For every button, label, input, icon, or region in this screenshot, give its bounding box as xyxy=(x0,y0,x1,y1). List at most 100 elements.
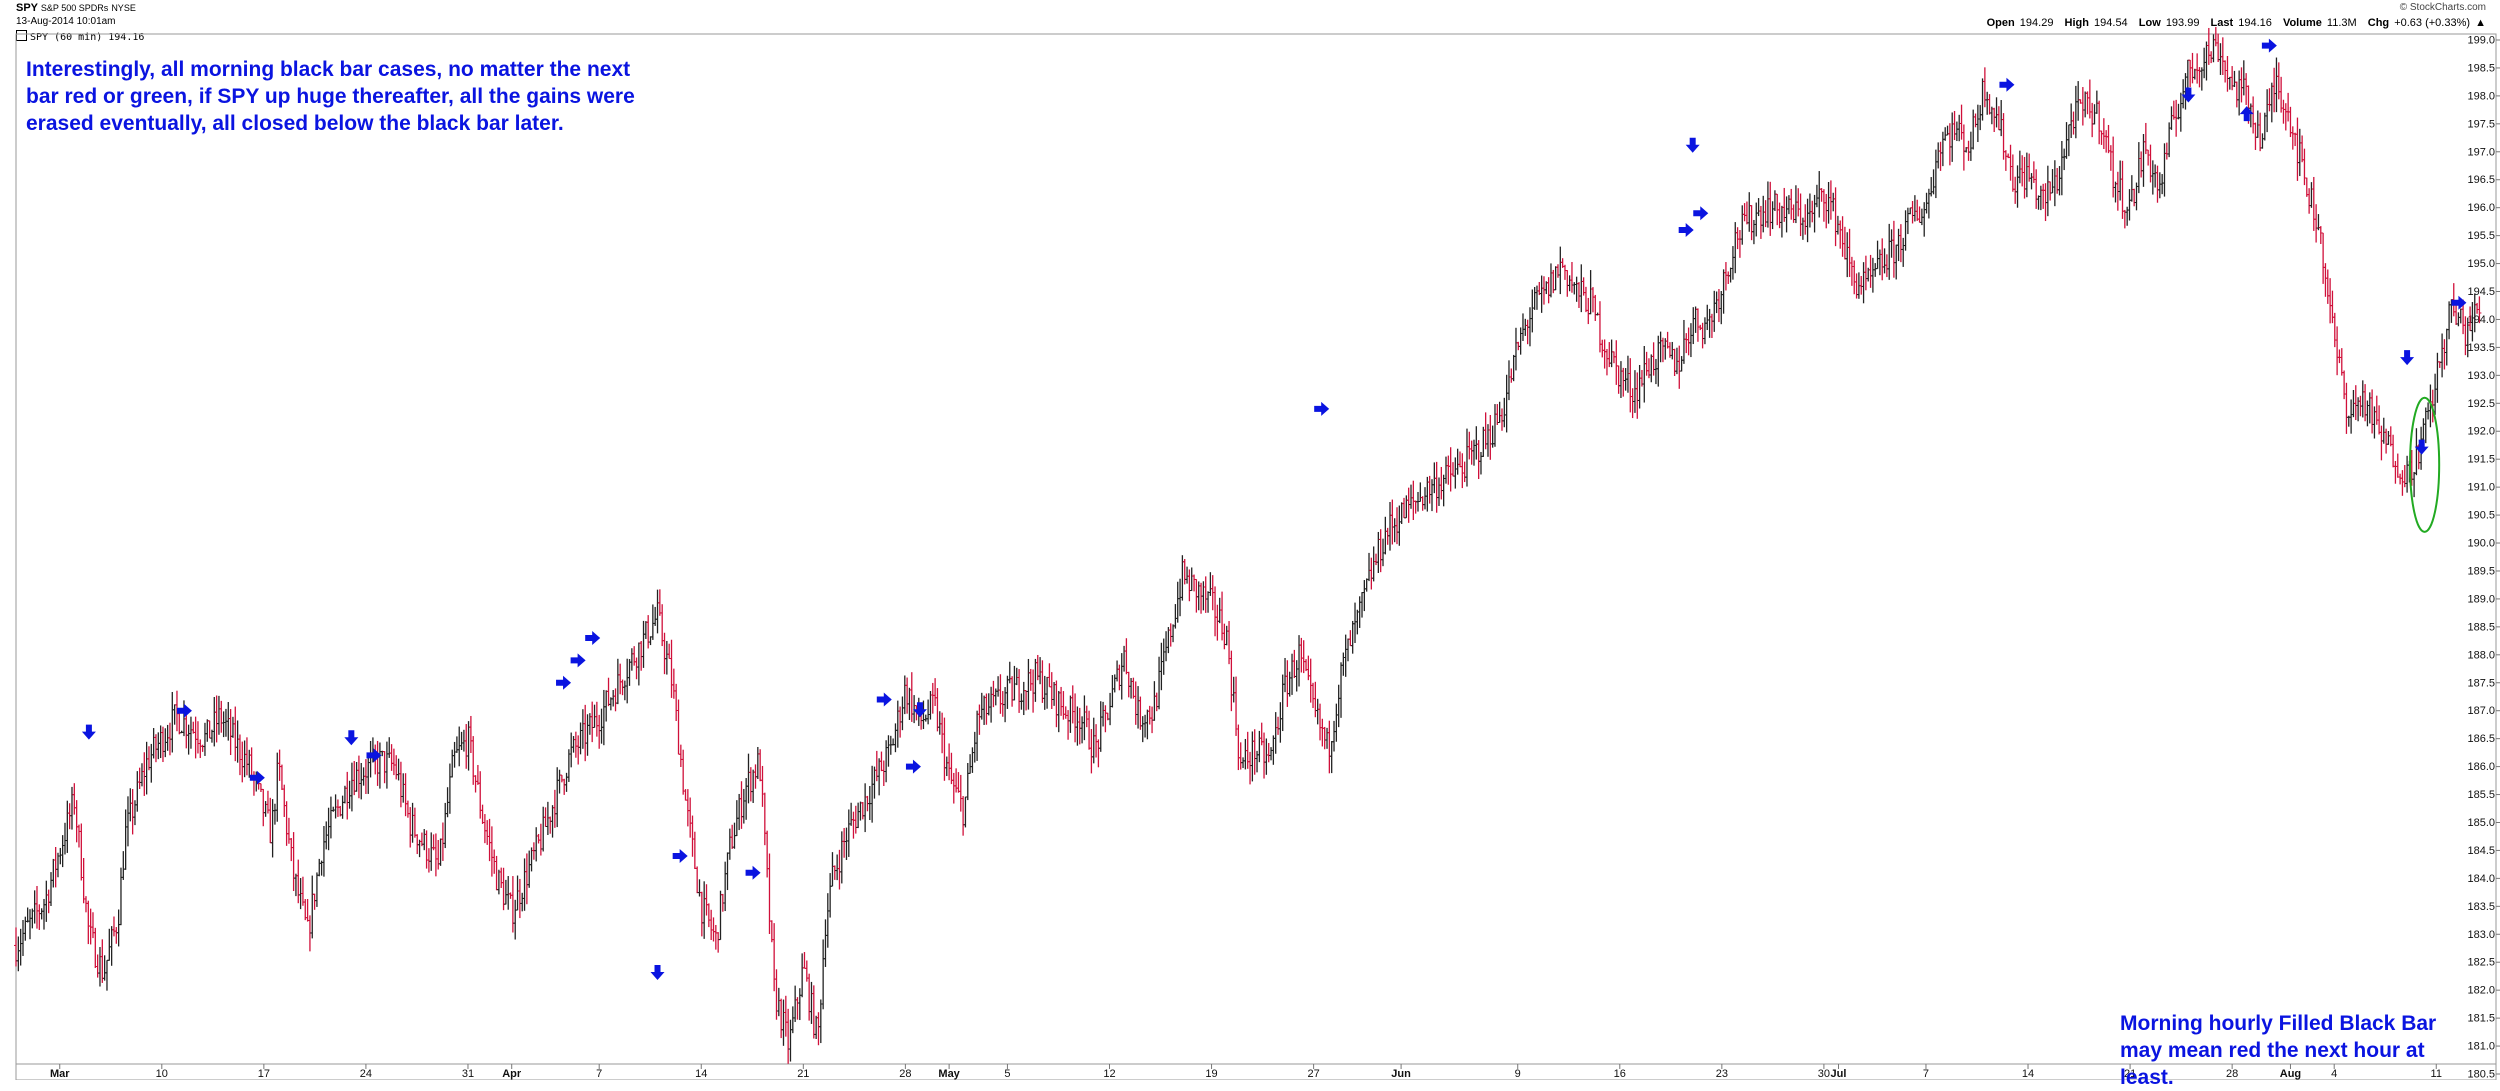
volume-value: 11.3M xyxy=(2326,17,2357,29)
right-arrow-icon xyxy=(570,653,586,668)
y-tick-label: 191.5 xyxy=(2467,454,2495,466)
down-arrow-icon xyxy=(1685,137,1700,153)
x-tick-label: 16 xyxy=(1614,1068,1626,1080)
right-arrow-icon xyxy=(672,849,688,864)
y-tick-label: 190.5 xyxy=(2467,510,2495,522)
y-tick-label: 189.0 xyxy=(2467,593,2495,605)
exchange: NYSE xyxy=(111,3,136,13)
chg-value: +0.63 (+0.33%) xyxy=(2394,17,2471,29)
chg-arrow-icon: ▲ xyxy=(2475,17,2486,29)
quote-bar: Open 194.29 High 194.54 Low 193.99 Last … xyxy=(1987,17,2486,29)
down-arrow-icon xyxy=(2400,350,2415,366)
right-arrow-icon xyxy=(905,759,921,774)
high-label: High xyxy=(2064,17,2089,29)
y-tick-label: 197.5 xyxy=(2467,118,2495,130)
annotation-note-bottom: Morning hourly Filled Black Bar may mean… xyxy=(2120,1012,2437,1089)
y-tick-label: 187.5 xyxy=(2467,677,2495,689)
down-arrow-icon xyxy=(2414,439,2429,455)
x-tick-label: 12 xyxy=(1103,1068,1115,1080)
y-tick-label: 185.5 xyxy=(2467,789,2495,801)
last-label: Last xyxy=(2210,17,2234,29)
y-tick-label: 187.0 xyxy=(2467,705,2495,717)
y-tick-label: 195.0 xyxy=(2467,258,2495,270)
right-arrow-icon xyxy=(249,770,265,785)
symbol-name: S&P 500 SPDRs xyxy=(40,3,109,13)
x-tick-label: Jun xyxy=(1391,1068,1411,1080)
y-tick-label: 191.0 xyxy=(2467,482,2495,494)
y-tick-label: 192.0 xyxy=(2467,426,2495,438)
right-arrow-icon xyxy=(1678,223,1694,238)
down-arrow-icon xyxy=(912,702,927,718)
y-tick-label: 184.5 xyxy=(2467,845,2495,857)
x-tick-label: Aug xyxy=(2280,1068,2301,1080)
right-arrow-icon xyxy=(2451,295,2467,310)
x-tick-label: 24 xyxy=(360,1068,372,1080)
x-tick-label: May xyxy=(938,1068,960,1080)
x-tick-label: 9 xyxy=(1515,1068,1521,1080)
y-tick-label: 192.5 xyxy=(2467,398,2495,410)
x-tick-label: 11 xyxy=(2431,1068,2442,1080)
x-tick-label: 19 xyxy=(1205,1068,1217,1080)
y-tick-label: 182.5 xyxy=(2467,957,2495,969)
y-tick-label: 196.5 xyxy=(2467,174,2495,186)
right-arrow-icon xyxy=(1693,206,1709,221)
last-value: 194.16 xyxy=(2238,17,2272,29)
y-tick-label: 198.0 xyxy=(2467,90,2495,102)
y-tick-label: 196.0 xyxy=(2467,202,2495,214)
y-tick-label: 181.5 xyxy=(2467,1013,2495,1025)
chart-date: 13-Aug-2014 10:01am xyxy=(16,16,116,27)
right-arrow-icon xyxy=(1999,77,2015,92)
open-value: 194.29 xyxy=(2019,17,2054,29)
right-arrow-icon xyxy=(745,865,761,880)
x-tick-label: 5 xyxy=(1004,1068,1010,1080)
y-tick-label: 186.5 xyxy=(2467,733,2495,745)
high-value: 194.54 xyxy=(2094,17,2128,29)
right-arrow-icon xyxy=(1314,401,1330,416)
y-tick-label: 183.5 xyxy=(2467,901,2495,913)
y-tick-label: 199.0 xyxy=(2467,35,2495,47)
down-arrow-icon xyxy=(81,724,96,740)
x-tick-label: 14 xyxy=(695,1068,707,1080)
y-tick-label: 183.0 xyxy=(2467,929,2495,941)
y-tick-label: 190.0 xyxy=(2467,538,2495,550)
x-tick-label: 28 xyxy=(899,1068,911,1080)
right-arrow-icon xyxy=(2261,38,2277,53)
y-tick-label: 188.5 xyxy=(2467,621,2495,633)
down-arrow-icon xyxy=(2181,87,2196,103)
x-tick-label: 21 xyxy=(797,1068,809,1080)
x-tick-label: 21 xyxy=(2124,1068,2136,1080)
x-tick-label: 4 xyxy=(2331,1068,2337,1080)
low-value: 193.99 xyxy=(2165,17,2200,29)
x-tick-label: 28 xyxy=(2226,1068,2238,1080)
y-tick-label: 189.5 xyxy=(2467,565,2495,577)
right-arrow-icon xyxy=(585,631,601,646)
low-label: Low xyxy=(2138,17,2161,29)
x-tick-label: 27 xyxy=(1307,1068,1319,1080)
chg-label: Chg xyxy=(2367,17,2390,29)
x-tick-label: 31 xyxy=(462,1068,474,1080)
up-arrow-icon xyxy=(2239,106,2254,122)
open-label: Open xyxy=(1986,17,2015,29)
down-arrow-icon xyxy=(650,964,665,980)
y-tick-label: 184.0 xyxy=(2467,873,2495,885)
x-tick-label: Apr xyxy=(502,1068,522,1080)
x-tick-label: 30 xyxy=(1818,1068,1830,1080)
down-arrow-icon xyxy=(344,730,359,746)
y-tick-label: 197.0 xyxy=(2467,146,2495,158)
y-tick-label: 185.0 xyxy=(2467,817,2495,829)
annotation-note-top: Interestingly, all morning black bar cas… xyxy=(26,58,635,135)
x-tick-label: 7 xyxy=(1923,1068,1929,1080)
right-arrow-icon xyxy=(366,748,382,763)
right-arrow-icon xyxy=(176,703,192,718)
x-tick-label: Mar xyxy=(50,1068,70,1080)
y-tick-label: 186.0 xyxy=(2467,761,2495,773)
y-tick-label: 180.5 xyxy=(2467,1069,2495,1081)
symbol: SPY xyxy=(16,2,38,14)
y-tick-label: 194.5 xyxy=(2467,286,2495,298)
y-tick-label: 181.0 xyxy=(2467,1041,2495,1053)
y-tick-label: 188.0 xyxy=(2467,649,2495,661)
legend-label: SPY (60 min) 194.16 xyxy=(30,32,145,43)
right-arrow-icon xyxy=(876,692,892,707)
brand-watermark: © StockCharts.com xyxy=(2399,2,2486,13)
